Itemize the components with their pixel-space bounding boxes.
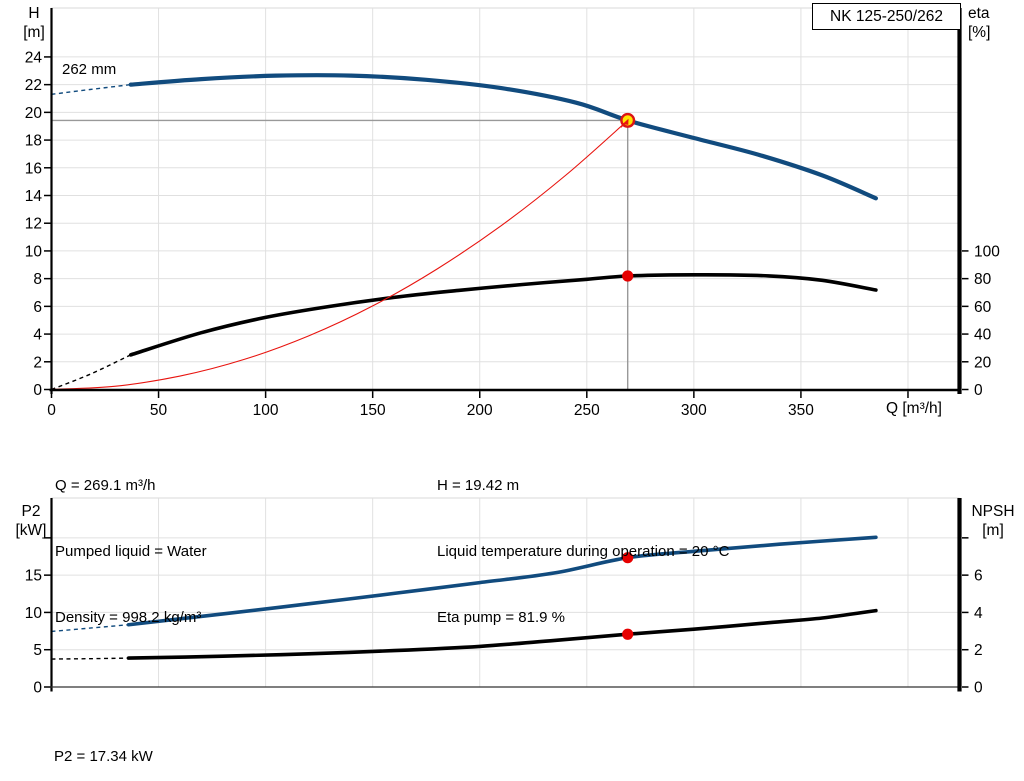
- x-tick-label: 200: [467, 402, 493, 419]
- efficiency-curve-dashed: [51, 354, 131, 391]
- p2-axis-title-line1: P2: [21, 503, 41, 520]
- right-tick-label: 80: [974, 271, 992, 288]
- p2-curve: [126, 535, 878, 627]
- efficiency-curve: [128, 272, 878, 357]
- data-line-q: Q = 269.1 m³/h: [55, 477, 156, 494]
- right-tick-label: 40: [974, 327, 992, 344]
- x-tick-label: 350: [788, 402, 814, 419]
- impeller-diameter-label: 262 mm: [62, 61, 117, 78]
- p2-axis-title-line2: [kW]: [15, 522, 47, 539]
- eta-axis-title-line2: [%]: [968, 24, 991, 41]
- p2-curve-dashed: [51, 624, 129, 633]
- operating-data-left: Q = 269.1 m³/h Pumped liquid = Water Den…: [55, 431, 207, 673]
- x-tick-label: 300: [681, 402, 707, 419]
- left-tick-label: 10: [25, 243, 43, 260]
- npsh-curve-dashed: [51, 657, 129, 660]
- eta-axis-title: eta [%]: [968, 4, 1008, 42]
- left-tick-label: 8: [33, 271, 42, 288]
- right-tick-label: 0: [974, 382, 983, 399]
- head-curve-262mm-dashed: [51, 83, 131, 96]
- right-tick-label: 6: [974, 568, 983, 585]
- system-curve-arrowhead: [622, 118, 629, 125]
- x-tick-label: 250: [574, 402, 600, 419]
- right-tick-label: 4: [974, 605, 983, 622]
- left-tick-label: 15: [25, 568, 42, 585]
- left-tick-label: 0: [33, 680, 42, 697]
- data-line-density: Density = 998.2 kg/m³: [55, 609, 202, 626]
- system-curve: [50, 119, 629, 391]
- left-tick-label: 0: [33, 382, 42, 399]
- q-axis-title: Q [m³/h]: [886, 400, 942, 417]
- left-tick-label: 2: [33, 354, 42, 371]
- npsh-axis-title: NPSH [m]: [964, 502, 1022, 540]
- result-data-block: P2 = 17.34 kW NPSH = 2.83 m Max power P2…: [54, 702, 396, 781]
- left-tick-label: 16: [25, 160, 42, 177]
- eta-axis-title-line1: eta: [968, 5, 990, 22]
- head-curve-262mm: [128, 73, 878, 201]
- left-tick-label: 4: [33, 327, 42, 344]
- left-tick-label: 12: [25, 216, 42, 233]
- npsh-point: [622, 628, 634, 640]
- left-tick-label: 20: [25, 105, 43, 122]
- x-tick-label: 100: [253, 402, 279, 419]
- pump-model-box: NK 125-250/262: [812, 3, 961, 30]
- right-tick-label: 20: [974, 354, 992, 371]
- data-line-p2: P2 = 17.34 kW: [54, 748, 153, 765]
- p2-point: [622, 552, 634, 564]
- left-tick-label: 5: [33, 642, 42, 659]
- left-tick-label: 14: [25, 188, 43, 205]
- p2-axis-title: P2 [kW]: [10, 502, 52, 540]
- right-tick-label: 100: [974, 243, 1000, 260]
- h-axis-title-line1: H: [28, 5, 40, 22]
- h-axis-title: H [m]: [16, 4, 52, 42]
- efficiency-point: [622, 270, 634, 282]
- left-tick-label: 10: [25, 605, 43, 622]
- data-line-liquid: Pumped liquid = Water: [55, 543, 207, 560]
- npsh-curve: [126, 608, 878, 660]
- right-tick-label: 0: [974, 680, 983, 697]
- operating-data-right: H = 19.42 m Liquid temperature during op…: [437, 431, 729, 673]
- data-line-eta: Eta pump = 81.9 %: [437, 609, 565, 626]
- npsh-axis-title-line1: NPSH: [971, 503, 1015, 520]
- left-tick-label: 22: [25, 77, 42, 94]
- x-tick-label: 150: [360, 402, 386, 419]
- data-line-h: H = 19.42 m: [437, 477, 520, 494]
- left-tick-label: 6: [33, 299, 42, 316]
- pump-model-label: NK 125-250/262: [830, 7, 943, 25]
- x-tick-label: 50: [150, 402, 168, 419]
- h-axis-title-line2: [m]: [23, 24, 45, 41]
- left-tick-label: 18: [25, 133, 42, 150]
- left-tick-label: 24: [25, 49, 43, 66]
- right-tick-label: 2: [974, 642, 983, 659]
- right-tick-label: 60: [974, 299, 992, 316]
- npsh-axis-title-line2: [m]: [982, 522, 1004, 539]
- data-line-temperature: Liquid temperature during operation = 20…: [437, 543, 730, 560]
- x-tick-label: 0: [47, 402, 56, 419]
